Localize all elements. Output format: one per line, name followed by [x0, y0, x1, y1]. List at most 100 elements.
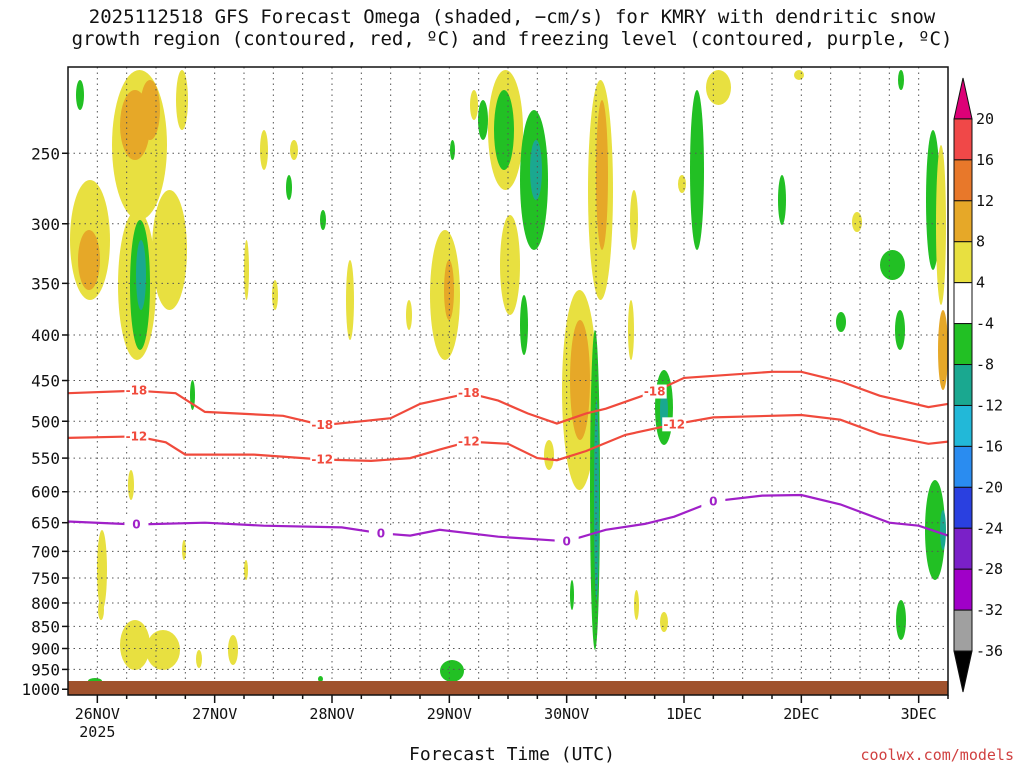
omega-shade-cell — [182, 540, 186, 560]
colorbar-swatch — [953, 77, 973, 120]
contour-label: -12 — [311, 453, 333, 467]
omega-shade-cell — [228, 635, 238, 665]
omega-shade-cell — [896, 600, 906, 640]
omega-shade-cell — [444, 260, 454, 320]
colorbar-label: 16 — [976, 151, 994, 169]
y-tick-label: 250 — [31, 144, 60, 163]
colorbar-label: -20 — [976, 478, 1003, 496]
omega-shade-cell — [544, 440, 554, 470]
omega-shade-cell — [634, 590, 639, 620]
colorbar: 20 16 12 8 4 -4 -8 -12 -16 -20 -24 -28 -32 -36 — [953, 77, 1003, 693]
omega-shade-cell — [176, 70, 188, 130]
y-tick-label: 800 — [31, 594, 60, 613]
colorbar-swatch — [953, 241, 973, 284]
x-tick-label: 30NOV — [544, 705, 589, 723]
y-tick-label: 1000 — [21, 680, 60, 699]
omega-shade-cell — [290, 140, 298, 160]
colorbar-label: -16 — [976, 437, 1003, 455]
contour-label-bg — [701, 494, 726, 509]
contour-line — [67, 493, 949, 543]
contour-label-bg — [368, 526, 393, 541]
omega-shade-cell — [690, 90, 704, 250]
contour-label: 0 — [377, 526, 385, 540]
omega-shade-cell — [272, 280, 278, 310]
omega-shade-cell — [530, 140, 542, 200]
x-tick-label: 29NOV — [427, 705, 472, 723]
y-tick-label: 900 — [31, 640, 60, 659]
omega-shade-cell — [936, 145, 946, 305]
omega-shade-cell — [660, 612, 668, 632]
y-tick-label: 350 — [31, 274, 60, 293]
colorbar-label: -4 — [976, 315, 994, 333]
colorbar-swatch — [953, 650, 973, 693]
colorbar-label: -28 — [976, 560, 1003, 578]
colorbar-swatch — [953, 486, 973, 529]
chart-title-line1: 2025112518 GFS Forecast Omega (shaded, −… — [88, 6, 936, 28]
omega-shade-cell — [836, 312, 846, 332]
omega-shade-cell — [570, 580, 574, 610]
colorbar-swatch — [953, 568, 973, 611]
omega-shade-cell — [440, 660, 464, 682]
contour-label-bg — [124, 383, 149, 398]
omega-shade-cell — [520, 295, 528, 355]
contour-label-bg — [662, 417, 687, 432]
contour-label: -18 — [458, 386, 480, 400]
omega-shade-cell — [318, 676, 323, 682]
contour-label: 0 — [132, 517, 140, 531]
y-tick-label: 600 — [31, 483, 60, 502]
contour-label-bg — [642, 384, 667, 399]
colorbar-swatch — [953, 609, 973, 652]
omega-shade-cell — [706, 70, 731, 105]
y-tick-label: 450 — [31, 372, 60, 391]
y-tick-label: 950 — [31, 660, 60, 679]
contour-label: -12 — [663, 417, 685, 431]
omega-shade-cell — [406, 300, 412, 330]
y-tick-label: 700 — [31, 542, 60, 561]
omega-shade-cell — [630, 190, 638, 250]
colorbar-swatch — [953, 159, 973, 202]
colorbar-swatch — [953, 404, 973, 447]
contour-label: -12 — [126, 429, 148, 443]
y-axis: 250 300 350 400 450 500 550 600 650 700 750 800 850 9… — [21, 144, 68, 699]
y-tick-label: 750 — [31, 569, 60, 588]
omega-shade-cell — [146, 630, 180, 670]
colorbar-label: 20 — [976, 110, 994, 128]
omega-shade-cell — [244, 240, 249, 300]
omega-shade-cell — [286, 175, 292, 200]
x-tick-sublabel: 2025 — [79, 723, 115, 741]
omega-shade-cell — [940, 510, 946, 550]
contour-label-bg — [456, 386, 481, 401]
omega-shade-cell — [500, 215, 520, 315]
contour-label-bg — [310, 452, 335, 467]
colorbar-swatch — [953, 527, 973, 570]
omega-shade-cell — [938, 310, 948, 390]
colorbar-swatch — [953, 200, 973, 243]
x-tick-label: 2DEC — [783, 705, 819, 723]
colorbar-label: 8 — [976, 233, 985, 251]
contour-label-bg — [456, 434, 481, 449]
colorbar-swatch — [953, 118, 973, 161]
colorbar-label: -12 — [976, 396, 1003, 414]
contour-label-bg — [554, 534, 579, 549]
omega-shading — [70, 70, 948, 684]
omega-shade-cell — [778, 175, 786, 225]
omega-shade-cell — [320, 210, 326, 230]
omega-shade-cell — [98, 600, 104, 620]
omega-shade-cell — [596, 100, 608, 250]
ground-band — [68, 681, 948, 695]
colorbar-label: -24 — [976, 519, 1003, 537]
colorbar-swatch — [953, 282, 973, 325]
omega-shade-cell — [628, 300, 634, 360]
colorbar-label: -36 — [976, 642, 1003, 660]
omega-shade-cell — [136, 240, 146, 310]
x-tick-label: 28NOV — [309, 705, 354, 723]
contour-label-bg — [310, 418, 335, 433]
x-tick-label: 1DEC — [666, 705, 702, 723]
contour-label: -18 — [644, 385, 666, 399]
omega-shade-cell — [450, 140, 455, 160]
contour-label: -18 — [126, 384, 148, 398]
omega-shade-cell — [470, 90, 478, 120]
omega-shade-cell — [260, 130, 268, 170]
chart-title-line2: growth region (contoured, red, ºC) and f… — [71, 28, 953, 50]
